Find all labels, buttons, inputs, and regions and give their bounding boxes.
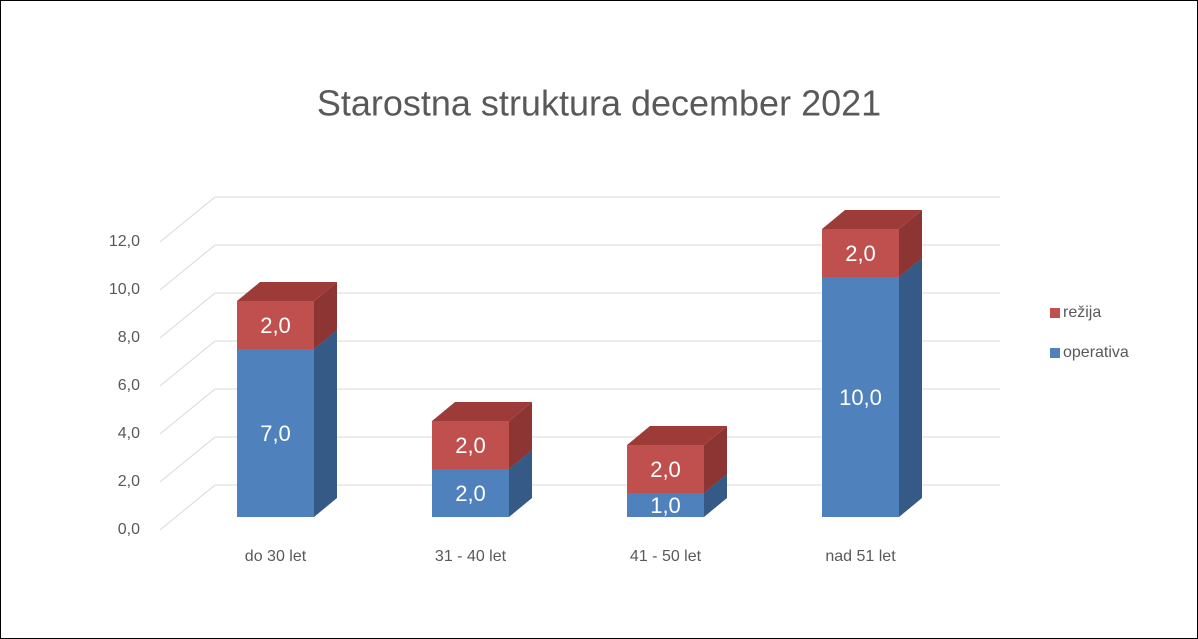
bar [432, 421, 509, 469]
bar [237, 301, 314, 349]
data-label: 7,0 [260, 421, 291, 446]
data-label: 2,0 [455, 481, 486, 506]
bar [822, 277, 899, 517]
y-tick-label: 8,0 [118, 329, 140, 346]
bar [237, 349, 314, 517]
grid-diagonal [159, 436, 216, 483]
chart-title: Starostna struktura december 2021 [317, 83, 881, 124]
y-tick-label: 6,0 [118, 377, 140, 394]
grid-diagonal [159, 340, 216, 387]
data-label: 1,0 [650, 493, 681, 518]
bar-side [704, 426, 727, 493]
data-label: 2,0 [455, 433, 486, 458]
bar [822, 229, 899, 277]
bar-side [314, 330, 337, 517]
bar-side [509, 450, 532, 517]
x-tick-label: 41 - 50 let [630, 548, 702, 565]
data-label: 2,0 [845, 241, 876, 266]
legend-label: režija [1063, 304, 1101, 321]
bar-top [432, 402, 532, 421]
legend-swatch [1050, 308, 1060, 318]
data-label: 2,0 [650, 457, 681, 482]
bar-side [509, 402, 532, 469]
bar-side [899, 258, 922, 517]
y-tick-label: 10,0 [109, 281, 140, 298]
grid-diagonal [159, 484, 216, 531]
x-tick-label: nad 51 let [825, 548, 896, 565]
y-tick-label: 2,0 [118, 473, 140, 490]
bar [627, 493, 704, 517]
grid-diagonal [159, 244, 216, 291]
data-label: 2,0 [260, 313, 291, 338]
bar-top [237, 282, 337, 301]
x-tick-label: do 30 let [245, 548, 307, 565]
bar [432, 469, 509, 517]
legend-swatch [1050, 348, 1060, 358]
y-tick-label: 12,0 [109, 233, 140, 250]
bar-top [822, 210, 922, 229]
data-label: 10,0 [839, 385, 882, 410]
y-tick-label: 4,0 [118, 425, 140, 442]
legend-label: operativa [1063, 344, 1129, 361]
grid-diagonal [159, 196, 216, 243]
bar-top [627, 426, 727, 445]
x-tick-label: 31 - 40 let [435, 548, 507, 565]
bar-side [314, 282, 337, 349]
grid-diagonal [159, 292, 216, 339]
bar-side [704, 474, 727, 517]
y-tick-label: 0,0 [118, 521, 140, 538]
bar-side [899, 210, 922, 277]
bar [627, 445, 704, 493]
grid-diagonal [159, 388, 216, 435]
